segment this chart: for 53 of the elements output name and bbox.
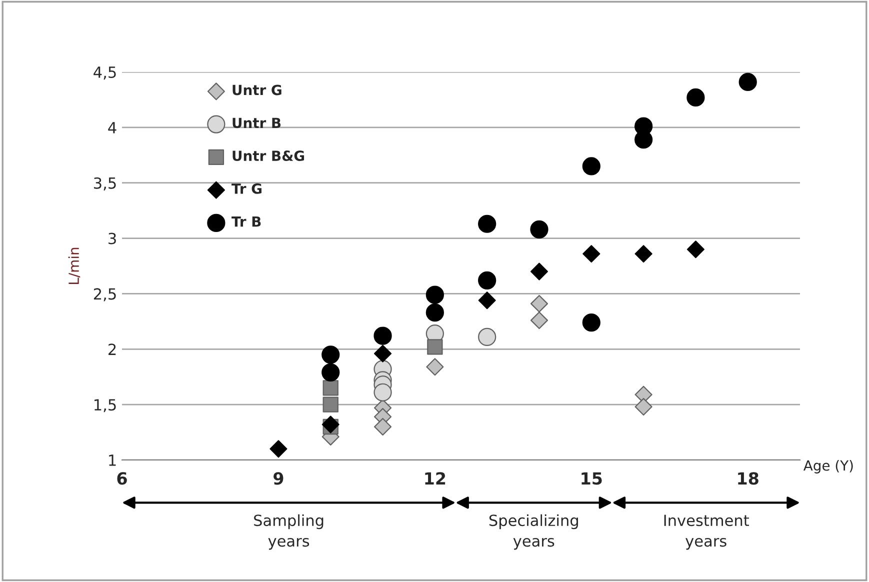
point <box>478 271 496 290</box>
point <box>738 72 757 92</box>
y-tick-label: 4 <box>108 122 116 134</box>
point <box>322 380 338 396</box>
x-axis-title: Age (Y) <box>804 460 853 474</box>
y-tick-label: 3,5 <box>94 177 116 190</box>
point <box>374 326 392 345</box>
point <box>478 214 496 233</box>
point <box>634 245 652 263</box>
y-tick-label: 3 <box>108 232 116 244</box>
point <box>374 344 392 362</box>
x-tick-label: 9 <box>274 472 284 485</box>
point <box>478 328 496 346</box>
point <box>426 304 444 322</box>
point <box>530 294 548 312</box>
point <box>322 396 338 412</box>
legend-label: Untr B <box>232 118 281 128</box>
x-tick-label: 18 <box>738 472 758 485</box>
legend-label: Tr G <box>232 183 262 194</box>
point <box>374 383 392 402</box>
y-tick-label: 1,5 <box>94 399 116 412</box>
y-tick-label: 2,5 <box>94 288 116 302</box>
point <box>582 157 600 176</box>
text: Sampling years <box>254 514 324 550</box>
point <box>582 245 600 263</box>
y-tick-label: 4,5 <box>94 66 116 80</box>
legend-label: Untr B&G <box>232 150 304 162</box>
legend-label: Tr B <box>232 216 261 227</box>
point <box>426 358 444 376</box>
point <box>270 440 288 458</box>
text: Specializing years <box>489 514 578 550</box>
point <box>426 286 444 304</box>
x-tick-label: 12 <box>425 472 446 484</box>
x-tick-label: 6 <box>117 472 127 485</box>
point <box>322 346 340 364</box>
point <box>530 220 548 238</box>
point <box>322 416 340 434</box>
y-axis-title: L/min <box>68 248 80 284</box>
x-tick-label: 15 <box>582 472 602 485</box>
point <box>686 88 705 107</box>
point <box>478 292 496 310</box>
point <box>530 312 548 330</box>
point <box>427 339 443 355</box>
point <box>686 240 704 258</box>
legend-label: Untr G <box>232 84 282 96</box>
point <box>322 363 340 382</box>
y-tick-label: 1 <box>109 454 116 466</box>
y-tick-label: 2 <box>108 344 116 355</box>
point <box>374 418 392 436</box>
text: Investment years <box>664 514 749 550</box>
point <box>530 262 548 280</box>
point <box>582 313 600 332</box>
point <box>634 398 652 416</box>
